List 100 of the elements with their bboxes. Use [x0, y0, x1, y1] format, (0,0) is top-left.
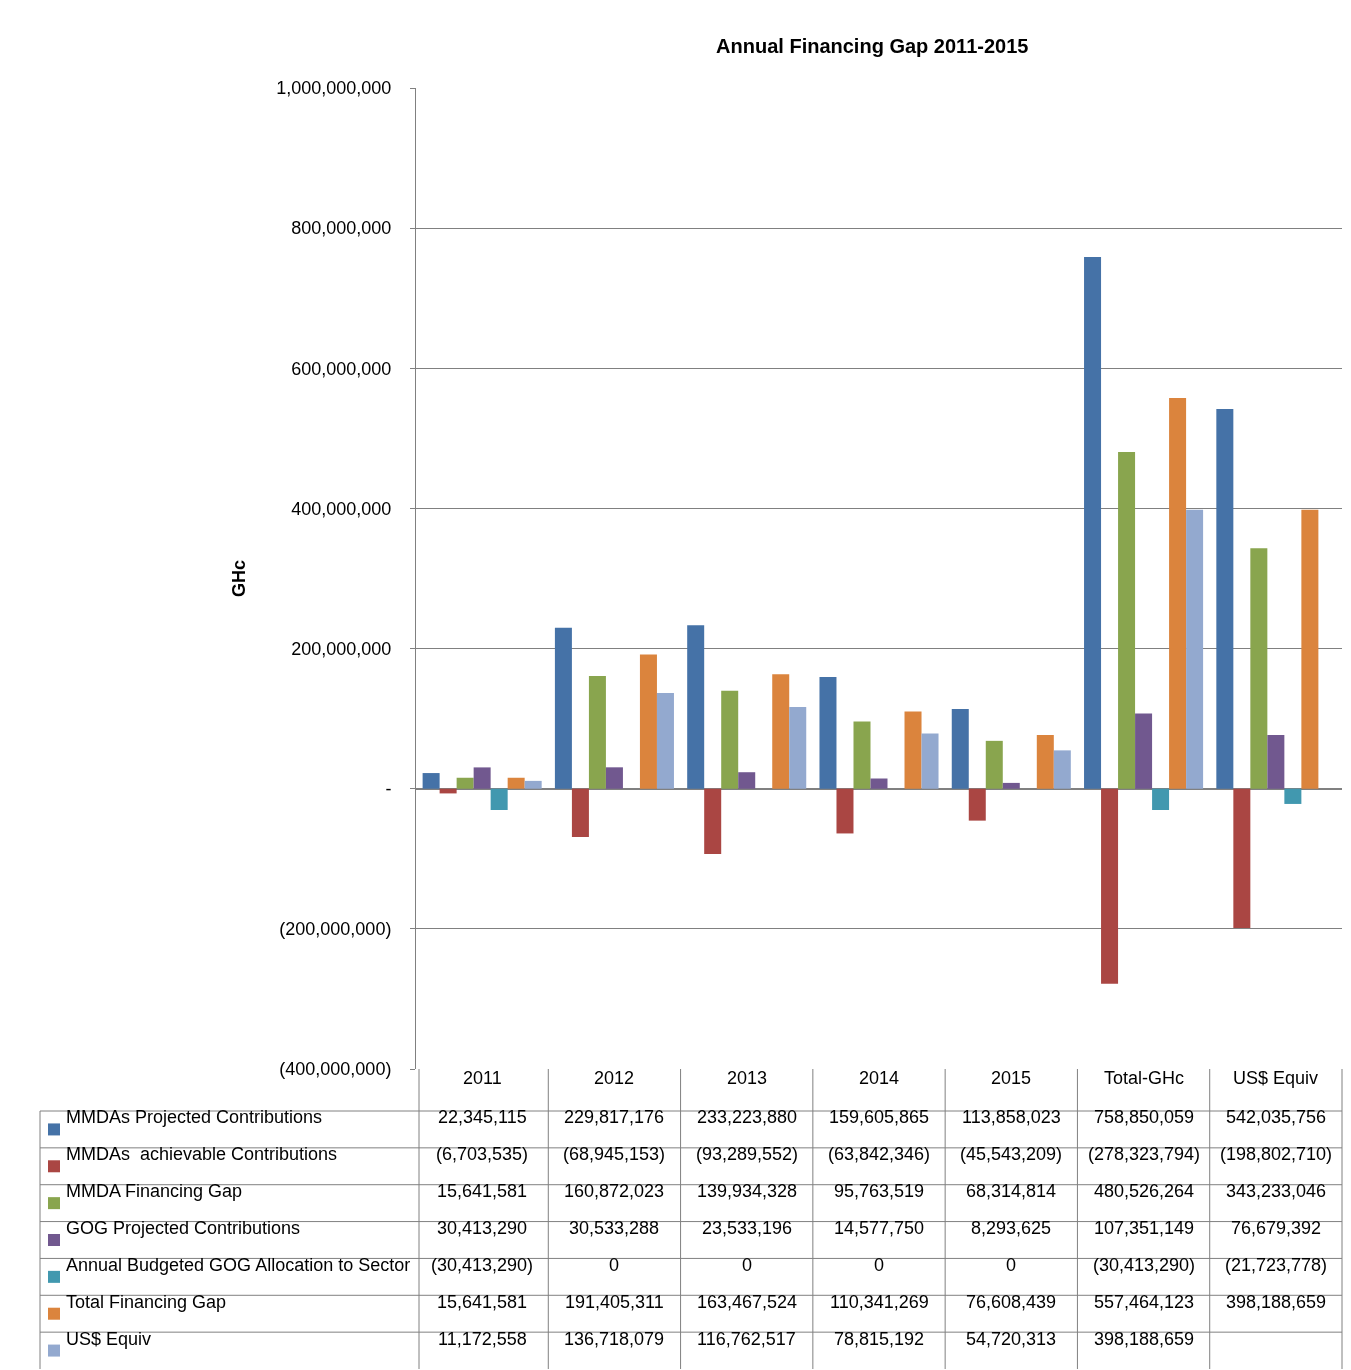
bar — [571, 788, 589, 838]
bar — [904, 711, 922, 789]
data-label: 22,345,115 — [438, 1107, 527, 1127]
bar — [524, 780, 542, 789]
legend-label: Annual Budgeted GOG Allocation to Sector — [66, 1255, 411, 1275]
data-label: 107,351,149 — [1094, 1218, 1195, 1238]
bar — [1301, 509, 1319, 789]
data-label: (198,802,710) — [1220, 1144, 1333, 1164]
bar — [819, 676, 837, 789]
data-label: 76,679,392 — [1231, 1218, 1322, 1238]
data-label: (6,703,535) — [436, 1144, 529, 1164]
data-label: 343,233,046 — [1226, 1181, 1327, 1201]
data-label: 758,850,059 — [1094, 1107, 1195, 1127]
data-label: (30,413,290) — [431, 1255, 534, 1275]
data-label: 110,341,269 — [830, 1292, 929, 1312]
data-label: 54,720,313 — [966, 1329, 1057, 1349]
data-label: 14,577,750 — [834, 1218, 925, 1238]
bar — [473, 767, 491, 789]
bar — [1053, 750, 1071, 789]
data-label: 11,172,558 — [438, 1329, 527, 1349]
data-label: (45,543,209) — [960, 1144, 1063, 1164]
data-label: 398,188,659 — [1226, 1292, 1327, 1312]
bar — [870, 778, 888, 789]
bar — [853, 721, 871, 789]
bar — [985, 740, 1003, 789]
data-label: 0 — [1006, 1255, 1017, 1275]
data-label: 480,526,264 — [1094, 1181, 1195, 1201]
data-label: (30,413,290) — [1093, 1255, 1196, 1275]
bar — [1152, 788, 1170, 811]
legend-label: MMDAs Projected Contributions — [66, 1107, 323, 1127]
data-label: 0 — [609, 1255, 620, 1275]
bar — [656, 692, 674, 789]
data-label: 113,858,023 — [962, 1107, 1061, 1127]
bar — [789, 706, 807, 789]
bar — [738, 772, 756, 789]
bar — [721, 690, 739, 789]
data-label: 191,405,311 — [565, 1292, 664, 1312]
bar — [422, 773, 440, 789]
data-label: 30,413,290 — [437, 1218, 528, 1238]
legend-label: GOG Projected Contributions — [66, 1218, 301, 1238]
data-label: 78,815,192 — [834, 1329, 925, 1349]
bar — [639, 654, 657, 789]
bar — [921, 733, 939, 789]
bar — [1002, 782, 1020, 789]
bar — [490, 788, 508, 811]
bar — [836, 788, 854, 834]
bar — [1036, 735, 1054, 789]
chart-title: Annual Financing Gap 2011-2015 — [716, 35, 1029, 57]
bar — [1284, 788, 1302, 804]
legend-label: US$ Equiv — [66, 1329, 152, 1349]
y-tick-label: 800,000,000 — [291, 218, 392, 239]
bar — [1169, 398, 1187, 789]
data-label: (68,945,153) — [563, 1144, 666, 1164]
legend-label: Total Financing Gap — [66, 1292, 227, 1312]
y-axis-title: GHc — [229, 559, 250, 598]
data-label: 557,464,123 — [1094, 1292, 1195, 1312]
data-label: 159,605,865 — [829, 1107, 930, 1127]
y-tick-label: - — [385, 779, 392, 800]
x-tick-label: US$ Equiv — [1233, 1068, 1319, 1088]
data-label: 160,872,023 — [564, 1181, 665, 1201]
bar — [1250, 548, 1268, 789]
bar — [687, 625, 705, 789]
y-tick-label: (200,000,000) — [279, 919, 392, 940]
y-tick-label: 600,000,000 — [291, 358, 392, 379]
x-tick-label: 2013 — [727, 1068, 768, 1088]
bar — [1101, 788, 1119, 984]
data-label: 542,035,756 — [1226, 1107, 1327, 1127]
data-label: 163,467,524 — [697, 1292, 798, 1312]
data-label: 229,817,176 — [564, 1107, 665, 1127]
data-label: (278,323,794) — [1088, 1144, 1201, 1164]
bar — [588, 675, 606, 789]
bar — [1233, 788, 1251, 929]
data-label: 15,641,581 — [437, 1292, 528, 1312]
bar — [554, 627, 572, 789]
bar — [1135, 713, 1153, 789]
data-label: 233,223,880 — [697, 1107, 798, 1127]
data-label: 398,188,659 — [1094, 1329, 1195, 1349]
legend-label: MMDA Financing Gap — [66, 1181, 243, 1201]
bar — [507, 777, 525, 789]
bar — [1084, 256, 1102, 789]
data-label: 95,763,519 — [834, 1181, 925, 1201]
y-tick-label: 1,000,000,000 — [276, 78, 392, 99]
bar — [456, 777, 474, 789]
data-label: (93,289,552) — [696, 1144, 799, 1164]
data-label: 68,314,814 — [966, 1181, 1057, 1201]
data-label: 76,608,439 — [966, 1292, 1057, 1312]
bar — [1216, 408, 1234, 789]
y-tick-label: 400,000,000 — [291, 498, 392, 519]
data-label: (21,723,778) — [1225, 1255, 1328, 1275]
bar — [1118, 452, 1136, 789]
data-label: 116,762,517 — [697, 1329, 796, 1349]
y-tick-label: (400,000,000) — [279, 1059, 392, 1080]
bar — [772, 674, 790, 789]
x-tick-label: 2014 — [859, 1068, 900, 1088]
data-label: 30,533,288 — [569, 1218, 660, 1238]
data-label: 23,533,196 — [702, 1218, 793, 1238]
bar — [1267, 734, 1285, 789]
data-label: 0 — [742, 1255, 753, 1275]
bar — [605, 767, 623, 789]
data-label: 139,934,328 — [697, 1181, 798, 1201]
